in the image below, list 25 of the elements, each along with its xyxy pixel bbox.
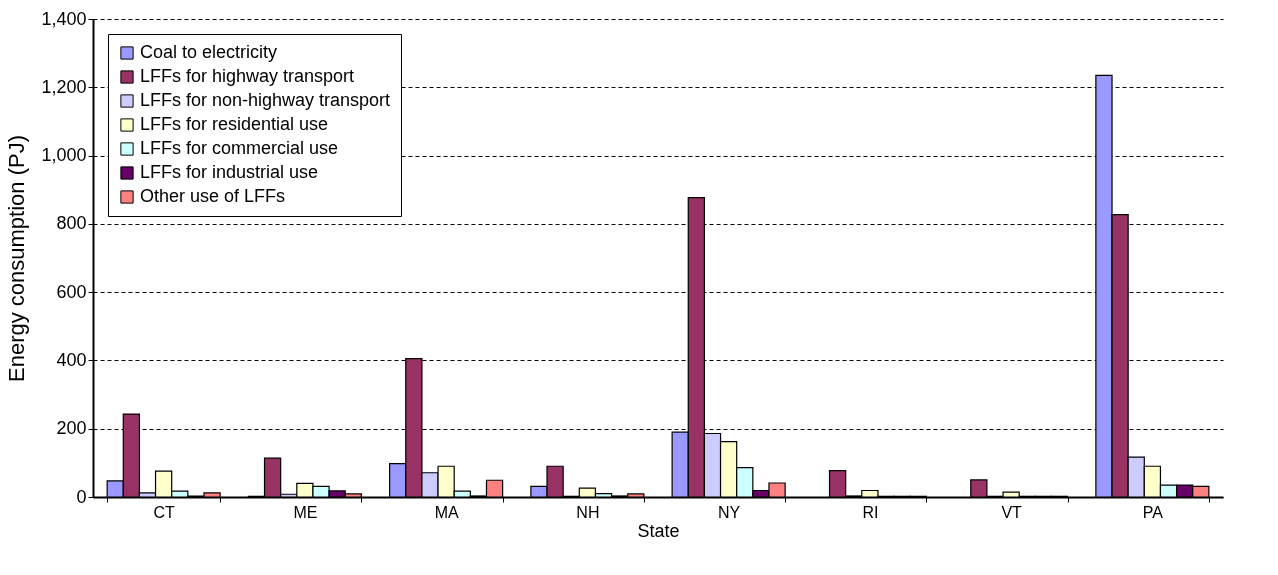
x-tick-label: NH [576, 503, 600, 521]
y-tick-label: 0 [76, 486, 87, 507]
legend-label: LFFs for industrial use [140, 162, 319, 182]
legend-label: LFFs for non-highway transport [140, 90, 391, 110]
y-tick-label: 600 [56, 281, 87, 302]
x-tick-label: MA [434, 503, 459, 521]
x-tick-label: CT [153, 503, 176, 521]
y-tick-label: 1,000 [41, 145, 87, 166]
y-axis-title: Energy consumption (PJ) [4, 135, 30, 382]
x-axis-title: State [637, 520, 680, 541]
legend-label: LFFs for residential use [140, 114, 329, 134]
y-tick-label: 400 [56, 349, 87, 370]
x-tick-label: ME [293, 503, 318, 521]
y-tick-label: 1,200 [41, 76, 87, 97]
x-tick-label: NY [718, 503, 741, 521]
x-tick-label: RI [862, 503, 879, 521]
x-tick-label: PA [1142, 503, 1164, 521]
x-tick-label: VT [1001, 503, 1023, 521]
legend-label: LFFs for highway transport [140, 66, 355, 86]
legend-label: Coal to electricity [140, 42, 278, 62]
legend-label: LFFs for commercial use [140, 138, 339, 158]
y-tick-label: 200 [56, 418, 87, 439]
legend-label: Other use of LFFs [140, 186, 286, 206]
y-tick-label: 800 [56, 213, 87, 234]
y-tick-label: 1,400 [41, 8, 87, 29]
